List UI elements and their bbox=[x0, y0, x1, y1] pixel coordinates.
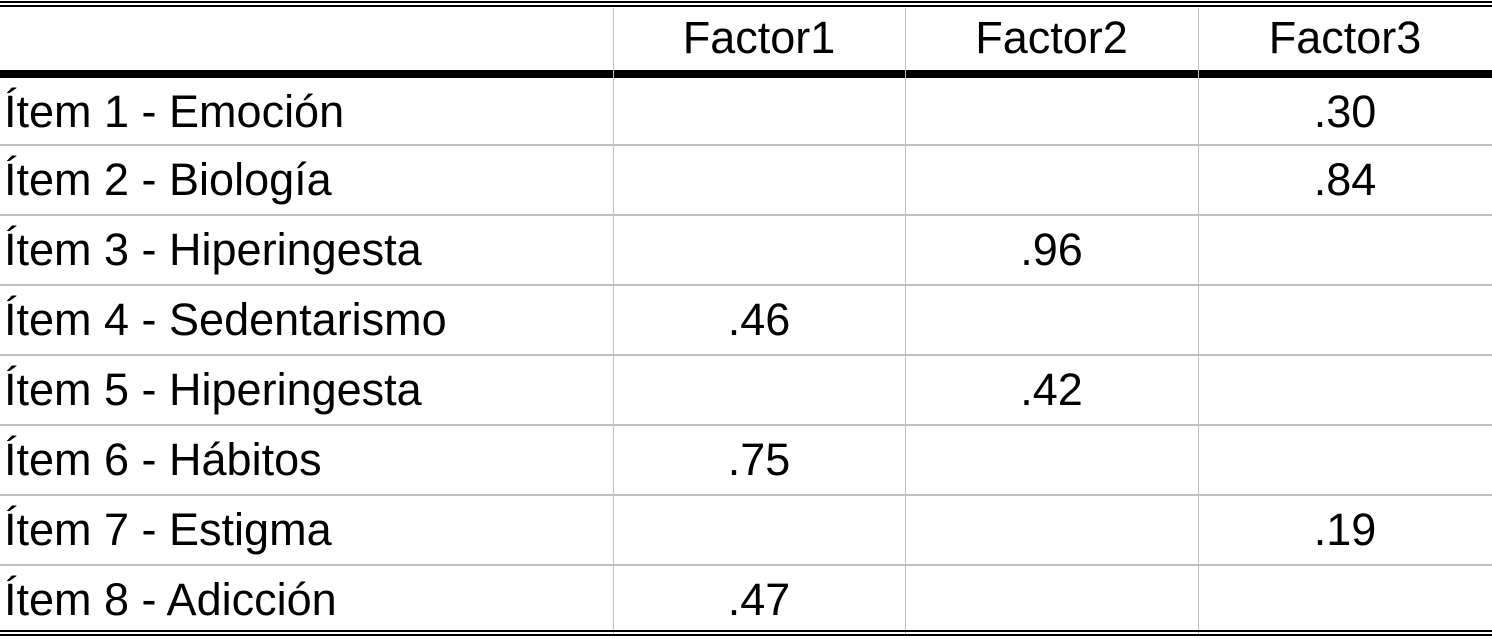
row-label: Ítem 8 - Adicción bbox=[4, 574, 337, 625]
bottom-border bbox=[0, 634, 1492, 636]
column-divider bbox=[905, 8, 906, 636]
column-header: Factor1 bbox=[682, 12, 836, 63]
table-cell bbox=[613, 146, 905, 214]
table-cell: .30 bbox=[1313, 86, 1377, 137]
row-divider bbox=[0, 354, 1492, 356]
table-cell bbox=[905, 496, 1198, 564]
table-cell: .84 bbox=[1313, 154, 1377, 205]
top-border bbox=[0, 5, 1492, 7]
table-cell bbox=[613, 78, 905, 146]
table-cell bbox=[1198, 356, 1492, 424]
table-cell bbox=[1198, 216, 1492, 284]
row-label: Ítem 5 - Hiperingesta bbox=[4, 364, 422, 415]
column-divider bbox=[1198, 8, 1199, 636]
table-cell: .47 bbox=[727, 574, 791, 625]
table-cell bbox=[613, 216, 905, 284]
row-divider bbox=[0, 284, 1492, 286]
row-divider bbox=[0, 564, 1492, 566]
top-border bbox=[0, 1, 1492, 3]
column-header: Factor3 bbox=[1268, 12, 1422, 63]
table-cell: .19 bbox=[1313, 504, 1377, 555]
table-cell bbox=[905, 78, 1198, 146]
row-label: Ítem 6 - Hábitos bbox=[4, 434, 322, 485]
row-divider bbox=[0, 214, 1492, 216]
table-cell bbox=[1198, 286, 1492, 354]
row-label: Ítem 4 - Sedentarismo bbox=[4, 294, 447, 345]
table-cell bbox=[1198, 566, 1492, 634]
table-cell bbox=[1198, 426, 1492, 494]
row-label: Ítem 2 - Biología bbox=[4, 154, 332, 205]
column-header: Factor2 bbox=[975, 12, 1128, 63]
header-rule bbox=[0, 70, 1492, 78]
row-label: Ítem 1 - Emoción bbox=[4, 86, 345, 137]
table-cell bbox=[613, 356, 905, 424]
table-cell bbox=[905, 286, 1198, 354]
table-cell bbox=[905, 146, 1198, 214]
table-cell: .42 bbox=[1020, 364, 1083, 415]
table-cell: .75 bbox=[727, 434, 791, 485]
row-label: Ítem 7 - Estigma bbox=[4, 504, 332, 555]
row-divider bbox=[0, 424, 1492, 426]
table-cell: .96 bbox=[1020, 224, 1083, 275]
table-cell bbox=[905, 426, 1198, 494]
table-cell bbox=[905, 566, 1198, 634]
row-label: Ítem 3 - Hiperingesta bbox=[4, 224, 422, 275]
table-cell: .46 bbox=[727, 294, 791, 345]
row-divider bbox=[0, 144, 1492, 146]
table-cell bbox=[613, 496, 905, 564]
row-divider bbox=[0, 494, 1492, 496]
bottom-border bbox=[0, 630, 1492, 632]
column-divider bbox=[613, 8, 614, 636]
